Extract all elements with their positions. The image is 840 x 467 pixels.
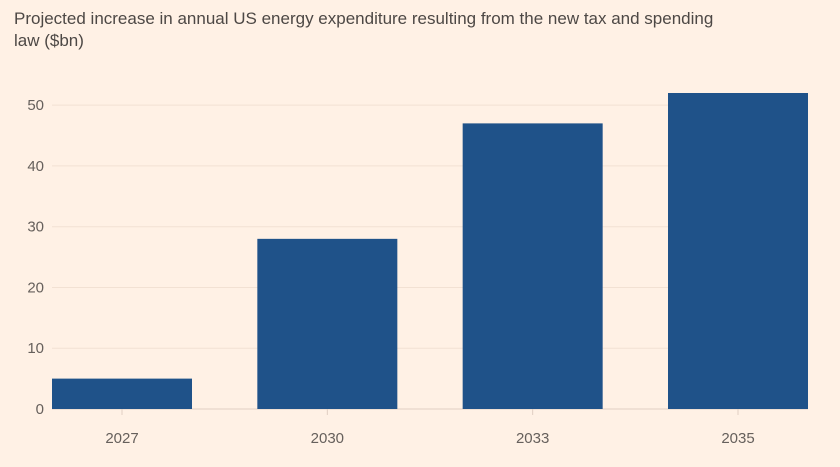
chart-title: Projected increase in annual US energy e… bbox=[14, 9, 714, 50]
bar-2033 bbox=[462, 123, 603, 409]
y-tick-label-20: 20 bbox=[27, 279, 44, 296]
bars bbox=[52, 93, 808, 409]
x-tick-label-2035: 2035 bbox=[721, 430, 754, 447]
x-axis: 2027 2030 2033 2035 bbox=[105, 409, 755, 447]
y-tick-label-0: 0 bbox=[36, 401, 44, 418]
y-axis: 0 10 20 30 40 50 bbox=[27, 97, 44, 418]
bar-2030 bbox=[257, 238, 398, 409]
bar-2035 bbox=[668, 93, 808, 409]
y-tick-label-30: 30 bbox=[27, 219, 44, 236]
y-tick-label-50: 50 bbox=[27, 97, 44, 114]
y-tick-label-10: 10 bbox=[27, 340, 44, 357]
y-tick-label-40: 40 bbox=[27, 158, 44, 175]
x-tick-label-2030: 2030 bbox=[311, 430, 344, 447]
bar-2027 bbox=[52, 378, 192, 409]
x-tick-label-2027: 2027 bbox=[105, 430, 138, 447]
x-tick-label-2033: 2033 bbox=[516, 430, 549, 447]
